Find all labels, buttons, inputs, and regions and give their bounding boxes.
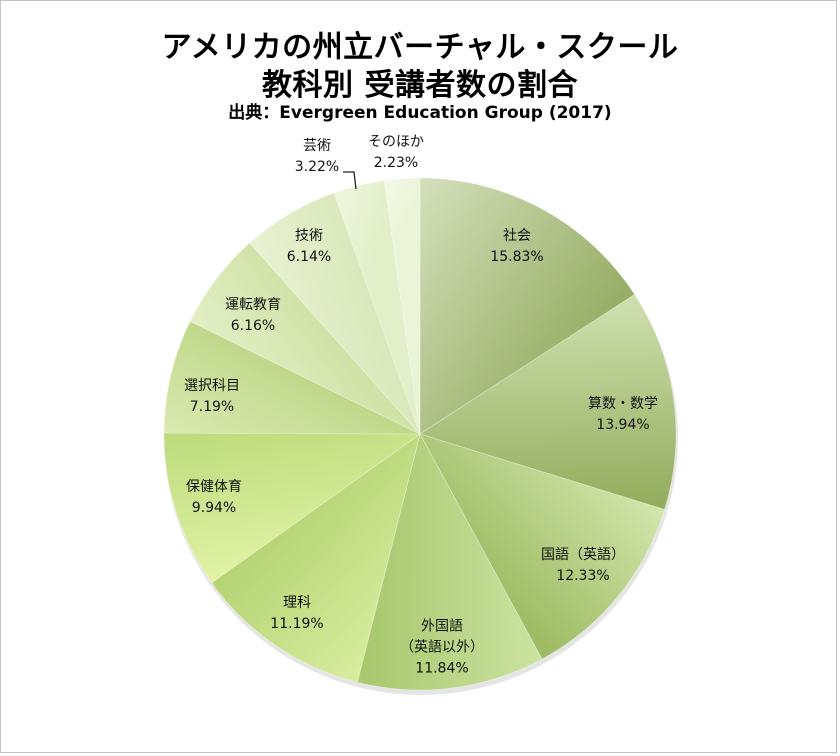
data-label-category: 保健体育 — [186, 479, 242, 495]
data-label-percent: 11.84% — [415, 660, 469, 677]
chart-source: 出典：Evergreen Education Group (2017) — [228, 103, 612, 123]
data-label-category: 国語（英語） — [541, 547, 625, 563]
data-label-percent: 6.16% — [230, 318, 276, 334]
data-label-percent: 2.23% — [373, 155, 419, 171]
pie-slice — [249, 192, 421, 435]
pie-slice — [419, 433, 666, 660]
data-label-percent: 9.94% — [191, 500, 237, 516]
data-label-percent: 6.14% — [286, 249, 332, 265]
leader-lines — [343, 171, 357, 190]
data-label-category: 技術 — [294, 228, 323, 244]
data-label: 選択科目 7.19% — [184, 376, 240, 418]
data-label: 技術 6.14% — [287, 226, 331, 268]
data-label: 算数・数学 13.94% — [588, 394, 658, 436]
data-label: 国語（英語） 12.33% — [541, 545, 625, 587]
data-label-percent: 11.19% — [270, 616, 324, 632]
data-label-category: 理科 — [282, 595, 311, 611]
data-label-category: 運転教育 — [225, 297, 281, 313]
data-label: 社会 15.83% — [490, 226, 543, 268]
data-label-category: 芸術 — [302, 138, 331, 154]
data-label: 外国語 （英語以外） 11.84% — [400, 617, 484, 680]
data-label-percent: 7.19% — [189, 399, 235, 415]
chart-title-line1: アメリカの州立バーチャル・スクール — [161, 30, 679, 65]
data-label: そのほか 2.23% — [368, 132, 424, 174]
pie-slice — [356, 432, 543, 691]
chart-title-line2: 教科別 受講者数の割合 — [262, 68, 578, 103]
pie-slice — [383, 177, 421, 435]
data-label-percent: 12.33% — [556, 568, 610, 584]
data-label-category: 社会 — [502, 228, 531, 244]
data-label-percent: 13.94% — [596, 417, 650, 433]
pie-slice — [211, 433, 421, 683]
pie-slice — [163, 432, 422, 584]
data-label-category: （英語以外） — [400, 639, 484, 656]
data-label: 保健体育 9.94% — [186, 477, 242, 519]
pie-slice — [333, 180, 421, 435]
leader-line — [343, 171, 357, 190]
pie-slices — [163, 177, 677, 691]
pie-slice — [163, 320, 421, 435]
data-label: 芸術 3.22% — [295, 136, 339, 178]
pie-slice — [419, 177, 636, 435]
pie-slice — [189, 242, 421, 435]
data-label-category: そのほか — [368, 134, 424, 150]
data-label-category: 外国語 — [421, 618, 463, 635]
pie-slice — [419, 293, 677, 511]
data-label-percent: 15.83% — [490, 249, 544, 265]
data-label: 理科 11.19% — [270, 593, 323, 635]
data-label: 運転教育 6.16% — [225, 295, 281, 337]
data-label-category: 算数・数学 — [588, 396, 658, 412]
data-label-percent: 3.22% — [294, 159, 340, 175]
data-label-category: 選択科目 — [184, 378, 240, 394]
